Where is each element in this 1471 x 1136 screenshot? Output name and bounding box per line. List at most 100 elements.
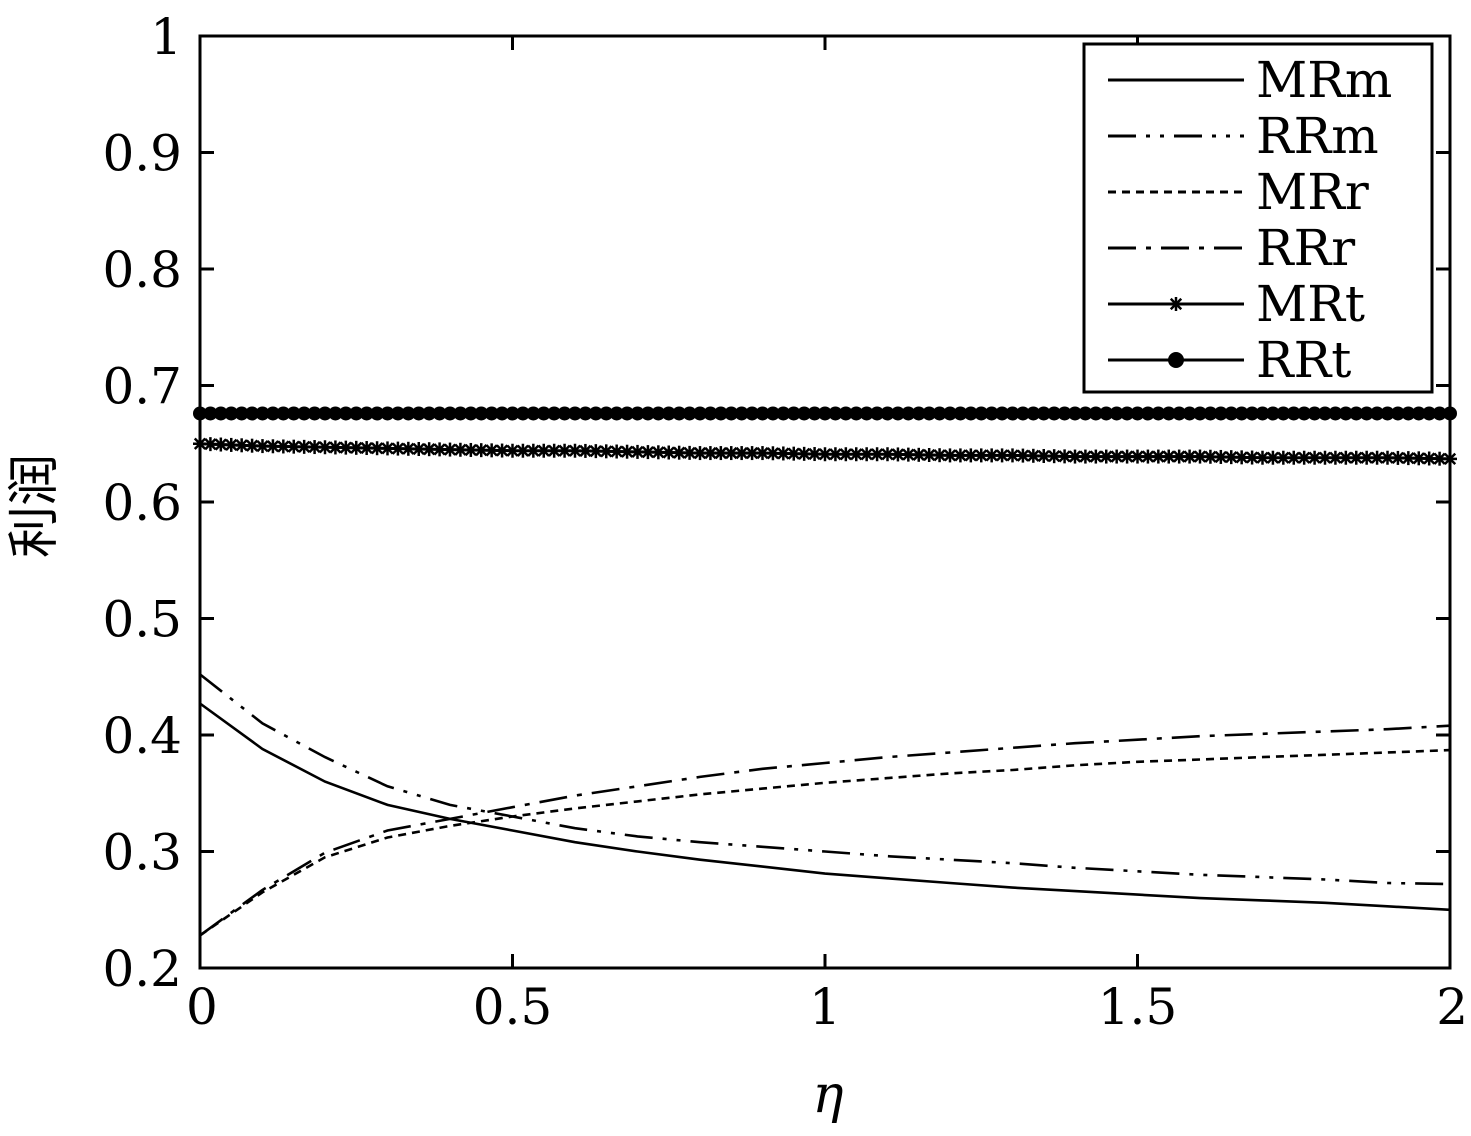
marker-MRt	[859, 447, 874, 462]
marker-RRt	[901, 406, 916, 421]
marker-RRt	[1193, 406, 1207, 421]
marker-RRt	[1255, 406, 1270, 421]
y-tick-label: 0.7	[102, 358, 182, 416]
marker-MRt	[265, 439, 280, 454]
marker-RRt	[432, 406, 447, 421]
marker-RRt	[1182, 406, 1197, 421]
marker-RRt	[1318, 406, 1332, 421]
marker-MRt	[1213, 449, 1228, 464]
marker-MRt	[1390, 450, 1405, 465]
marker-RRt	[620, 406, 635, 421]
marker-RRt	[380, 406, 395, 421]
legend-label: MRm	[1256, 51, 1392, 109]
marker-RRt	[255, 406, 270, 421]
marker-RRt	[1297, 406, 1312, 421]
series-MRm	[199, 702, 1451, 912]
marker-RRt	[1120, 406, 1135, 421]
marker-RRt	[1109, 406, 1124, 421]
x-tick-label: 2	[1436, 978, 1468, 1036]
legend-label: RRt	[1256, 331, 1351, 389]
marker-RRt	[745, 406, 760, 421]
marker-RRt	[1328, 406, 1343, 421]
marker-RRt	[713, 406, 728, 421]
series-RRm	[199, 673, 1451, 886]
marker-MRt	[318, 440, 332, 455]
marker-RRt	[1036, 406, 1051, 421]
marker-MRt	[255, 439, 270, 454]
legend-marker	[1169, 297, 1183, 311]
series-MRr	[199, 748, 1451, 937]
marker-MRt	[932, 448, 947, 463]
marker-RRt	[495, 406, 510, 421]
marker-RRt	[297, 406, 312, 421]
marker-RRt	[307, 406, 322, 421]
marker-MRt	[286, 439, 301, 454]
marker-RRt	[984, 406, 999, 421]
marker-RRt	[474, 406, 489, 421]
marker-RRt	[651, 406, 666, 421]
marker-RRt	[849, 406, 864, 421]
legend-item-MRr: MRr	[1108, 163, 1369, 221]
marker-RRt	[557, 406, 572, 421]
marker-RRt	[1172, 406, 1187, 421]
marker-MRt	[807, 447, 822, 462]
marker-RRt	[703, 406, 718, 421]
marker-RRt	[318, 406, 332, 421]
marker-RRt	[1422, 406, 1437, 421]
marker-MRt	[1005, 448, 1020, 463]
marker-RRt	[932, 406, 947, 421]
marker-RRt	[1213, 406, 1228, 421]
marker-RRt	[640, 406, 655, 421]
marker-RRt	[682, 406, 697, 421]
ticks-layer: 0 0.5 1 1.5 2 0.2 0.3 0.4 0.5 0.6 0.7 0.8 0.9 1	[102, 8, 1468, 1036]
marker-RRt	[578, 406, 593, 421]
marker-RRt	[203, 406, 218, 421]
y-tick-label: 0.3	[102, 824, 182, 882]
marker-MRt	[370, 441, 385, 456]
marker-RRt	[1151, 406, 1166, 421]
marker-RRt	[734, 406, 749, 421]
marker-RRt	[838, 406, 853, 421]
marker-MRt	[1120, 449, 1135, 464]
marker-RRt	[390, 406, 405, 421]
marker-RRt	[963, 406, 978, 421]
marker-RRt	[724, 406, 739, 421]
marker-RRt	[1026, 406, 1041, 421]
marker-RRt	[911, 406, 926, 421]
marker-RRt	[1088, 406, 1103, 421]
marker-MRt	[568, 443, 582, 458]
marker-RRt	[1286, 406, 1301, 421]
marker-RRt	[422, 406, 437, 421]
marker-MRt	[349, 440, 364, 455]
marker-RRt	[1401, 406, 1416, 421]
y-tick-label: 0.5	[102, 591, 182, 649]
marker-RRt	[1245, 406, 1260, 421]
marker-MRt	[620, 444, 635, 459]
series-line-MRm	[199, 702, 1451, 912]
marker-RRt	[880, 406, 895, 421]
marker-MRt	[234, 438, 249, 453]
marker-MRt	[245, 438, 260, 453]
legend-item-MRt: MRt	[1108, 275, 1365, 333]
marker-RRt	[1224, 406, 1239, 421]
x-tick-label: 1.5	[1098, 978, 1178, 1036]
legend-box	[1082, 42, 1434, 394]
y-tick-label: 0.6	[102, 474, 182, 532]
marker-RRt	[224, 406, 239, 421]
marker-RRt	[995, 406, 1010, 421]
marker-MRt	[870, 447, 885, 462]
marker-RRt	[974, 406, 989, 421]
marker-RRt	[1307, 406, 1322, 421]
marker-RRt	[463, 406, 478, 421]
x-axis-label: η	[812, 1065, 843, 1125]
legend-label: MRr	[1256, 163, 1369, 221]
marker-RRt	[1265, 406, 1280, 421]
marker-MRt	[630, 444, 645, 459]
marker-MRt	[495, 443, 510, 458]
legend-item-RRr: RRr	[1108, 219, 1355, 277]
marker-MRt	[453, 442, 468, 457]
marker-RRt	[922, 406, 937, 421]
marker-MRt	[1318, 450, 1332, 465]
